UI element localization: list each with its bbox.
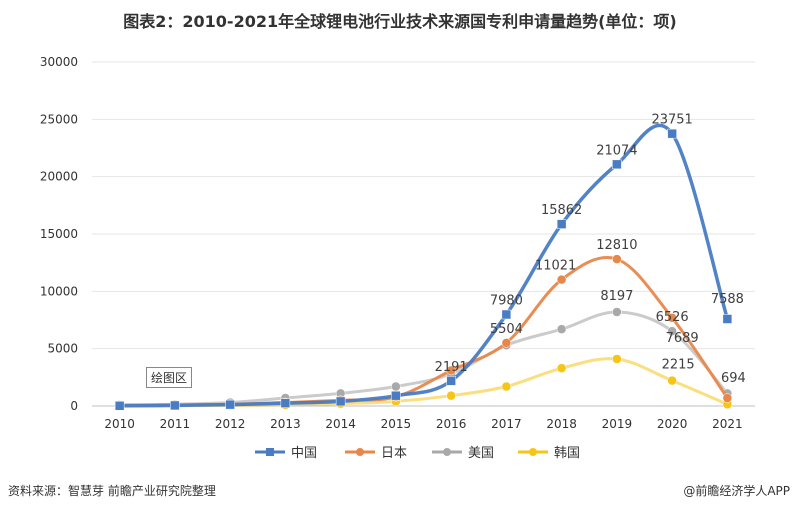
data-label: 7588 — [711, 292, 744, 307]
y-tick-label: 20000 — [40, 170, 78, 184]
data-label: 11021 — [535, 259, 576, 274]
y-tick-label: 0 — [70, 399, 78, 413]
x-tick-label: 2021 — [712, 417, 743, 431]
data-point — [612, 159, 622, 170]
legend-item: 中国 — [255, 446, 317, 461]
data-label: 8197 — [600, 289, 633, 304]
data-point — [556, 274, 567, 285]
x-tick-label: 2017 — [491, 417, 522, 431]
legend-marker — [443, 448, 451, 456]
chart-title: 图表2：2010-2021年全球锂电池行业技术来源国专利申请量趋势(单位：项) — [123, 12, 677, 31]
data-label: 2191 — [435, 360, 468, 375]
data-point — [501, 309, 512, 320]
data-label: 5504 — [490, 322, 523, 337]
data-point — [722, 393, 733, 403]
x-tick-label: 2011 — [160, 417, 191, 431]
data-point — [556, 219, 567, 229]
data-label: 2215 — [662, 358, 695, 373]
data-point — [170, 400, 180, 411]
data-labels: 2191 7980 15862 21074 23751 7588 5504 11021 1281… — [435, 113, 746, 386]
y-tick-label: 10000 — [40, 284, 78, 298]
data-label: 7980 — [490, 293, 523, 308]
legend-item: 美国 — [432, 446, 494, 461]
series-layer — [114, 123, 733, 411]
x-tick-label: 2018 — [546, 417, 577, 431]
data-label: 694 — [721, 371, 746, 386]
x-tick-label: 2016 — [436, 417, 467, 431]
x-tick-label: 2010 — [104, 417, 135, 431]
data-label: 6526 — [656, 310, 689, 325]
legend-marker — [266, 448, 274, 456]
x-tick-label: 2020 — [657, 417, 688, 431]
series-中国 — [114, 123, 733, 411]
legend-item: 日本 — [345, 446, 407, 461]
legend-marker — [356, 448, 364, 456]
x-axis-ticks: 2010 2011 2012 2013 2014 2015 2016 2017 2018 2019… — [104, 417, 742, 431]
data-label: 15862 — [541, 203, 582, 218]
data-point — [446, 376, 456, 386]
legend-label: 美国 — [468, 446, 494, 461]
legend: 中国 日本 美国 韩国 — [255, 446, 580, 461]
legend-label: 日本 — [381, 446, 407, 461]
data-point — [391, 390, 401, 401]
y-axis-ticks: 0 5000 10000 15000 20000 25000 30000 — [40, 55, 78, 413]
brand-credit: @前瞻经济学人APP — [683, 484, 790, 498]
y-tick-label: 25000 — [40, 112, 78, 126]
data-point — [114, 401, 125, 411]
data-point — [335, 396, 346, 407]
data-point — [722, 314, 733, 324]
x-tick-label: 2014 — [325, 417, 356, 431]
y-tick-label: 5000 — [47, 342, 78, 356]
y-tick-label: 30000 — [40, 55, 78, 69]
legend-marker — [529, 448, 537, 456]
source-note: 资料来源：智慧芽 前瞻产业研究院整理 — [8, 484, 216, 498]
legend-item: 韩国 — [518, 446, 580, 461]
data-point — [556, 324, 567, 334]
series-美国 — [114, 307, 733, 410]
grid-lines — [92, 61, 755, 407]
data-point — [667, 128, 677, 139]
data-point — [501, 338, 512, 348]
data-point — [556, 363, 567, 373]
data-point — [391, 381, 401, 392]
data-point — [667, 326, 677, 336]
y-tick-label: 15000 — [40, 227, 78, 241]
data-label: 7689 — [666, 331, 699, 346]
legend-label: 中国 — [291, 446, 317, 461]
data-point — [446, 390, 456, 401]
legend-label: 韩国 — [554, 446, 580, 461]
x-tick-label: 2019 — [602, 417, 633, 431]
x-tick-label: 2015 — [381, 417, 412, 431]
data-point — [612, 354, 622, 364]
x-tick-label: 2012 — [215, 417, 246, 431]
data-point — [612, 254, 622, 264]
data-point — [667, 375, 677, 386]
series-line — [118, 256, 729, 407]
data-label: 21074 — [596, 143, 637, 158]
data-point — [501, 381, 512, 392]
data-label: 23751 — [651, 113, 692, 128]
x-tick-label: 2013 — [270, 417, 301, 431]
data-point — [280, 398, 291, 408]
data-point — [225, 399, 235, 410]
series-日本 — [114, 254, 733, 411]
plot-area-tag: 绘图区 — [146, 367, 193, 388]
data-label: 12810 — [596, 238, 637, 253]
data-point — [667, 313, 677, 323]
data-point — [612, 307, 622, 317]
data-point — [446, 365, 456, 376]
